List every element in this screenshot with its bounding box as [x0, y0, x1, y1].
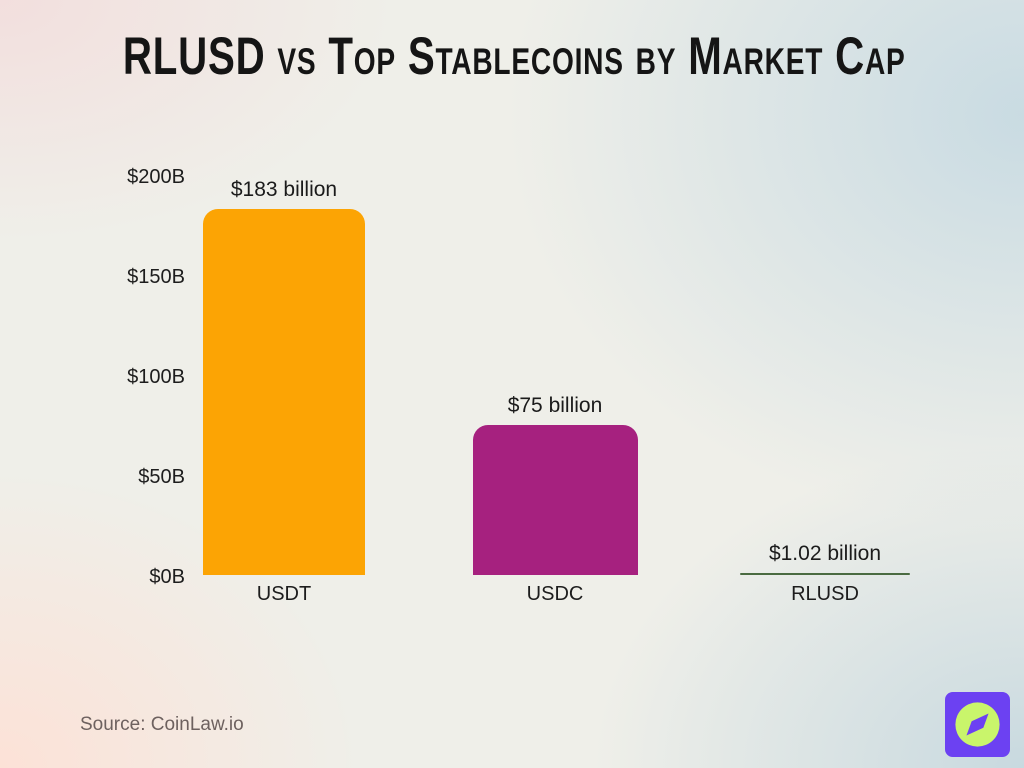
value-label-usdc: $75 billion [507, 394, 603, 417]
y-axis-tick-label: $50B [138, 466, 185, 488]
bar-usdc [472, 425, 638, 575]
chart-title: RLUSD vs Top Stablecoins by Market Cap [122, 27, 906, 86]
value-label-rlusd: $1.02 billion [768, 541, 882, 565]
bar-group-rlusd: $1.02 billion [740, 541, 910, 575]
y-axis-tick-label: $150B [127, 266, 185, 288]
bar-rlusd [740, 572, 910, 575]
compass-icon [945, 692, 1010, 757]
category-label-rlusd: RLUSD [791, 583, 859, 605]
category-label-usdc: USDC [526, 583, 584, 605]
y-axis-tick-label: $200B [127, 166, 185, 188]
y-axis-tick-label: $100B [127, 366, 185, 388]
category-label-usdt: USDT [256, 583, 312, 605]
coinlaw-logo [945, 692, 1010, 757]
bar-usdt [203, 209, 365, 575]
source-attribution: Source: CoinLaw.io [80, 714, 244, 735]
y-axis-tick-label: $0B [149, 566, 185, 588]
value-label-usdt: $183 billion [230, 178, 338, 201]
bar-group-usdc: $75 billion [472, 394, 638, 575]
bar-group-usdt: $183 billion [203, 178, 365, 575]
